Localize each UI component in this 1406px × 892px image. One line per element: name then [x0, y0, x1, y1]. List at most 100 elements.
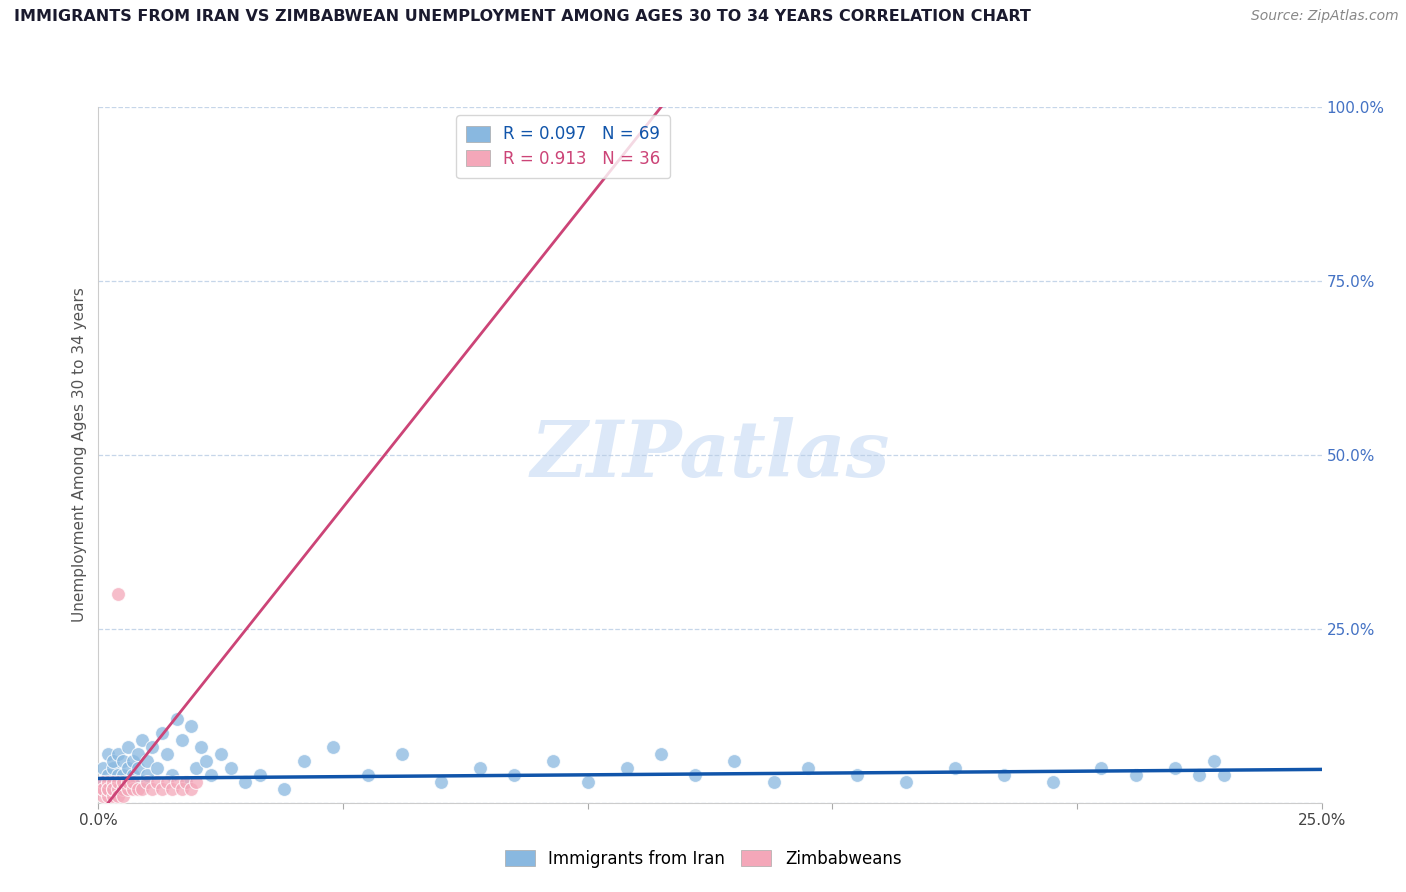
Point: [117, 775, 139, 789]
Point: [160, 768, 183, 782]
Point: [993, 768, 1015, 782]
Point: [107, 789, 129, 803]
Point: [180, 719, 202, 733]
Point: [101, 789, 124, 803]
Point: [111, 789, 134, 803]
Point: [170, 781, 193, 796]
Point: [131, 781, 153, 796]
Y-axis label: Unemployment Among Ages 30 to 34 years: Unemployment Among Ages 30 to 34 years: [72, 287, 87, 623]
Point: [107, 587, 129, 601]
Point: [97, 768, 120, 782]
Point: [186, 775, 208, 789]
Point: [111, 768, 134, 782]
Point: [156, 775, 179, 789]
Point: [391, 747, 413, 761]
Point: [101, 761, 124, 775]
Point: [121, 768, 143, 782]
Legend: Immigrants from Iran, Zimbabweans: Immigrants from Iran, Zimbabweans: [498, 844, 908, 875]
Point: [97, 789, 120, 803]
Point: [101, 781, 124, 796]
Point: [121, 754, 143, 768]
Point: [176, 775, 198, 789]
Point: [97, 781, 120, 796]
Point: [111, 781, 134, 796]
Point: [91, 775, 114, 789]
Point: [723, 754, 745, 768]
Point: [91, 781, 114, 796]
Point: [97, 781, 120, 796]
Point: [146, 761, 169, 775]
Point: [107, 781, 129, 796]
Point: [127, 761, 149, 775]
Point: [322, 740, 344, 755]
Point: [195, 754, 218, 768]
Point: [1212, 768, 1234, 782]
Point: [136, 754, 159, 768]
Point: [101, 781, 124, 796]
Point: [111, 775, 134, 789]
Point: [356, 768, 378, 782]
Point: [91, 761, 114, 775]
Point: [200, 768, 222, 782]
Point: [209, 747, 232, 761]
Point: [111, 781, 134, 796]
Point: [136, 775, 159, 789]
Point: [845, 768, 868, 782]
Point: [186, 761, 208, 775]
Point: [762, 775, 785, 789]
Point: [797, 761, 820, 775]
Point: [91, 775, 114, 789]
Point: [685, 768, 707, 782]
Text: Source: ZipAtlas.com: Source: ZipAtlas.com: [1251, 9, 1399, 23]
Point: [468, 761, 491, 775]
Point: [249, 768, 271, 782]
Point: [97, 775, 120, 789]
Point: [101, 775, 124, 789]
Point: [176, 775, 198, 789]
Point: [219, 761, 242, 775]
Point: [107, 775, 129, 789]
Text: ZIPatlas: ZIPatlas: [530, 417, 890, 493]
Point: [101, 775, 124, 789]
Point: [943, 761, 966, 775]
Text: IMMIGRANTS FROM IRAN VS ZIMBABWEAN UNEMPLOYMENT AMONG AGES 30 TO 34 YEARS CORREL: IMMIGRANTS FROM IRAN VS ZIMBABWEAN UNEMP…: [14, 9, 1031, 24]
Point: [141, 781, 163, 796]
Point: [91, 789, 114, 803]
Point: [107, 768, 129, 782]
Point: [146, 775, 169, 789]
Point: [117, 740, 139, 755]
Point: [166, 775, 188, 789]
Point: [543, 754, 565, 768]
Point: [1125, 768, 1147, 782]
Point: [127, 781, 149, 796]
Point: [150, 726, 173, 740]
Point: [97, 747, 120, 761]
Point: [1042, 775, 1064, 789]
Point: [127, 747, 149, 761]
Point: [1090, 761, 1112, 775]
Point: [894, 775, 917, 789]
Point: [141, 740, 163, 755]
Point: [616, 761, 638, 775]
Point: [107, 775, 129, 789]
Point: [117, 775, 139, 789]
Point: [136, 768, 159, 782]
Point: [117, 761, 139, 775]
Point: [576, 775, 599, 789]
Point: [101, 754, 124, 768]
Point: [190, 740, 212, 755]
Point: [131, 733, 153, 747]
Point: [180, 781, 202, 796]
Point: [91, 781, 114, 796]
Point: [107, 747, 129, 761]
Point: [166, 712, 188, 726]
Point: [121, 781, 143, 796]
Point: [292, 754, 315, 768]
Point: [1164, 761, 1187, 775]
Point: [111, 754, 134, 768]
Point: [156, 747, 179, 761]
Point: [160, 781, 183, 796]
Point: [1188, 768, 1211, 782]
Point: [117, 781, 139, 796]
Point: [150, 781, 173, 796]
